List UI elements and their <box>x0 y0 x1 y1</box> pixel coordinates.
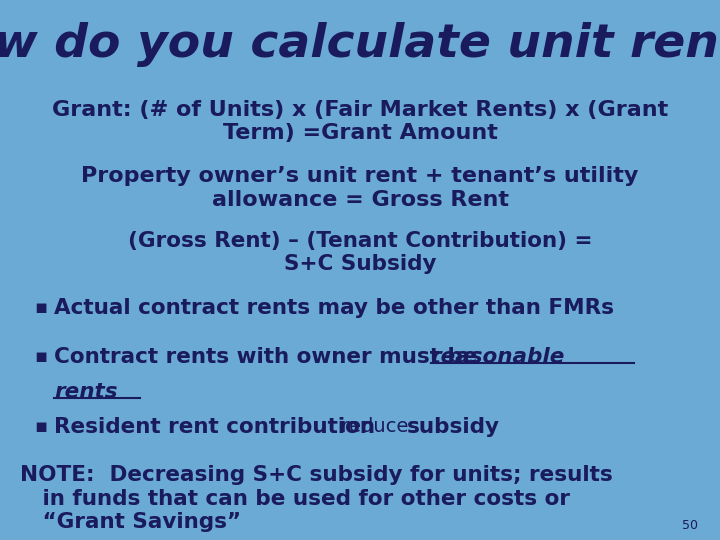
Text: Resident rent contribution: Resident rent contribution <box>54 417 375 437</box>
Text: 50: 50 <box>683 519 698 532</box>
Text: ▪: ▪ <box>35 417 48 436</box>
Text: Property owner’s unit rent + tenant’s utility
allowance = Gross Rent: Property owner’s unit rent + tenant’s ut… <box>81 166 639 210</box>
Text: Actual contract rents may be other than FMRs: Actual contract rents may be other than … <box>54 298 614 318</box>
Text: How do you calculate unit rents?: How do you calculate unit rents? <box>0 22 720 66</box>
Text: rents: rents <box>54 382 117 402</box>
Text: subsidy: subsidy <box>407 417 500 437</box>
Text: Grant: (# of Units) x (Fair Market Rents) x (Grant
Term) =Grant Amount: Grant: (# of Units) x (Fair Market Rents… <box>52 100 668 143</box>
Text: Contract rents with owner must be: Contract rents with owner must be <box>54 347 485 367</box>
Text: reasonable: reasonable <box>431 347 565 367</box>
Text: ▪: ▪ <box>35 298 48 317</box>
Text: NOTE:  Decreasing S+C subsidy for units; results
   in funds that can be used fo: NOTE: Decreasing S+C subsidy for units; … <box>20 465 613 532</box>
Text: ▪: ▪ <box>35 347 48 366</box>
Text: reduces: reduces <box>335 417 425 436</box>
Text: (Gross Rent) – (Tenant Contribution) =
S+C Subsidy: (Gross Rent) – (Tenant Contribution) = S… <box>127 231 593 274</box>
